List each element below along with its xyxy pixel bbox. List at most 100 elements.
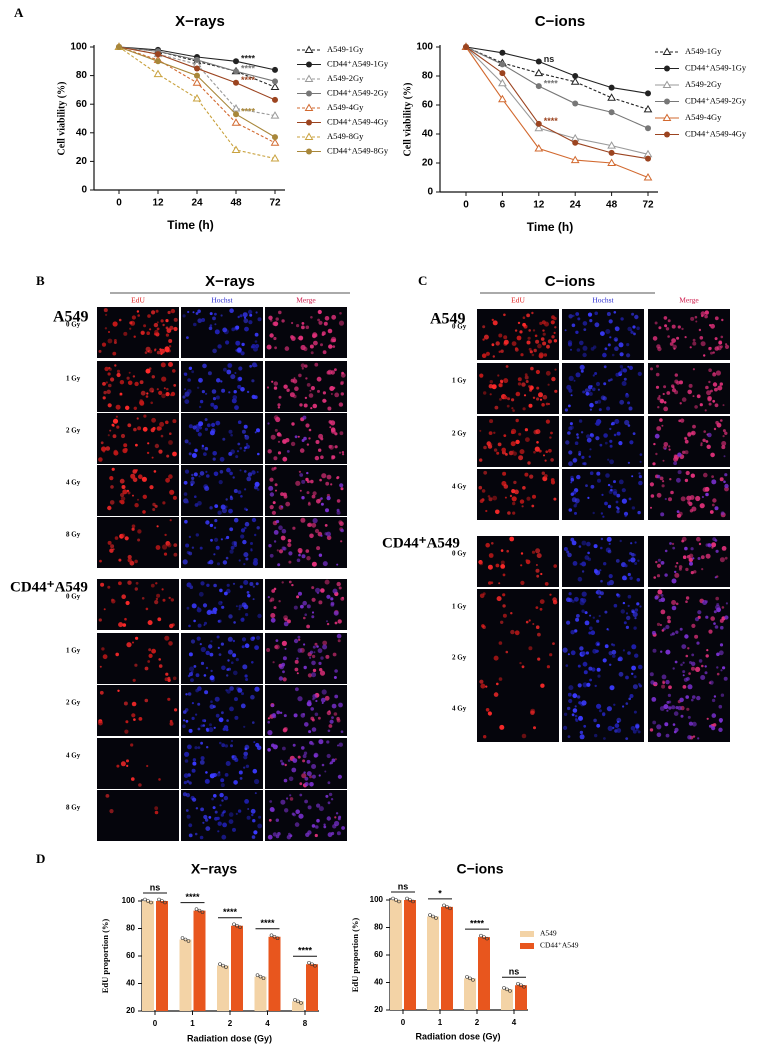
cell-nucleus	[199, 760, 205, 765]
cell-nucleus	[594, 400, 598, 404]
cell-nucleus	[240, 703, 246, 709]
marker	[608, 84, 615, 91]
cell-nucleus	[535, 606, 539, 609]
cell-nucleus	[158, 664, 163, 668]
cell-nucleus	[553, 331, 556, 334]
cell-nucleus	[667, 319, 671, 323]
cell-nucleus	[569, 422, 573, 426]
cell-nucleus	[306, 443, 310, 446]
row-label: 4 Gy	[66, 752, 81, 760]
row-label: 1 Gy	[452, 377, 467, 385]
cell-nucleus	[334, 758, 337, 761]
cell-nucleus	[135, 636, 139, 640]
cell-nucleus	[193, 322, 197, 327]
marker	[645, 155, 651, 162]
cell-nucleus	[339, 483, 344, 488]
cell-nucleus	[656, 622, 661, 627]
cell-nucleus	[223, 367, 227, 372]
cell-nucleus	[189, 666, 195, 672]
cell-nucleus	[715, 549, 719, 553]
cell-nucleus	[578, 453, 581, 456]
cell-nucleus	[188, 781, 192, 785]
significance-label: ns	[509, 967, 520, 977]
cell-nucleus	[665, 327, 670, 331]
cell-nucleus	[209, 652, 214, 657]
cell-nucleus	[609, 336, 612, 339]
cell-nucleus	[633, 332, 636, 336]
cell-nucleus	[183, 480, 188, 485]
cell-nucleus	[250, 808, 256, 814]
cell-nucleus	[510, 441, 516, 447]
cell-nucleus	[579, 730, 584, 735]
x-tick-label: 0	[463, 200, 469, 211]
cell-nucleus	[299, 448, 305, 453]
cell-nucleus	[699, 336, 704, 340]
cell-nucleus	[269, 319, 273, 322]
cell-nucleus	[327, 369, 333, 375]
cell-nucleus	[604, 644, 609, 649]
significance-label: ****	[241, 75, 256, 85]
cell-nucleus	[194, 495, 197, 499]
marker	[499, 70, 506, 77]
micrograph-background	[562, 640, 644, 691]
cell-nucleus	[689, 346, 692, 349]
cell-nucleus	[594, 684, 597, 688]
cell-nucleus	[487, 564, 493, 570]
panel-title: C−ions	[545, 273, 595, 290]
cell-nucleus	[584, 388, 589, 393]
cell-nucleus	[716, 672, 720, 676]
cell-nucleus	[568, 685, 574, 691]
legend-marker	[306, 90, 312, 97]
cell-nucleus	[246, 476, 252, 482]
cell-nucleus	[668, 706, 672, 710]
cell-nucleus	[578, 715, 583, 721]
cell-nucleus	[244, 643, 250, 648]
cell-nucleus	[567, 706, 571, 711]
cell-nucleus	[699, 503, 705, 509]
bar	[515, 985, 527, 1010]
marker	[233, 58, 239, 65]
cell-nucleus	[692, 424, 696, 429]
cell-nucleus	[99, 690, 104, 695]
marker	[608, 149, 615, 156]
cell-nucleus	[273, 336, 277, 341]
cell-nucleus	[326, 753, 331, 759]
cell-nucleus	[272, 661, 275, 664]
cell-nucleus	[692, 557, 695, 560]
cell-nucleus	[498, 582, 501, 585]
cell-nucleus	[723, 480, 726, 484]
cell-nucleus	[267, 717, 270, 720]
cell-nucleus	[150, 583, 155, 588]
cell-nucleus	[704, 314, 708, 319]
cell-nucleus	[321, 763, 325, 767]
cell-nucleus	[232, 639, 236, 643]
cell-nucleus	[571, 540, 577, 546]
cell-nucleus	[322, 561, 328, 567]
cell-nucleus	[542, 341, 547, 346]
cell-nucleus	[101, 446, 107, 452]
cell-nucleus	[109, 500, 115, 505]
cell-nucleus	[256, 471, 259, 473]
cell-nucleus	[656, 426, 662, 431]
cell-nucleus	[331, 314, 337, 320]
x-tick-label: 0	[116, 198, 122, 209]
cell-nucleus	[685, 470, 690, 476]
cell-nucleus	[219, 792, 224, 798]
cell-nucleus	[710, 323, 715, 329]
cell-nucleus	[586, 437, 592, 443]
cell-nucleus	[220, 642, 224, 646]
cell-nucleus	[519, 330, 523, 334]
cell-nucleus	[336, 499, 341, 503]
cell-nucleus	[535, 564, 538, 566]
cell-nucleus	[124, 729, 129, 734]
cell-nucleus	[691, 661, 696, 666]
cell-nucleus	[624, 514, 627, 518]
legend-marker	[306, 61, 312, 68]
cell-nucleus	[533, 348, 537, 353]
cell-nucleus	[692, 338, 696, 342]
cell-nucleus	[545, 402, 549, 406]
micrograph	[97, 633, 179, 684]
cell-nucleus	[547, 402, 551, 406]
cell-nucleus	[489, 380, 493, 384]
cell-nucleus	[306, 624, 310, 629]
